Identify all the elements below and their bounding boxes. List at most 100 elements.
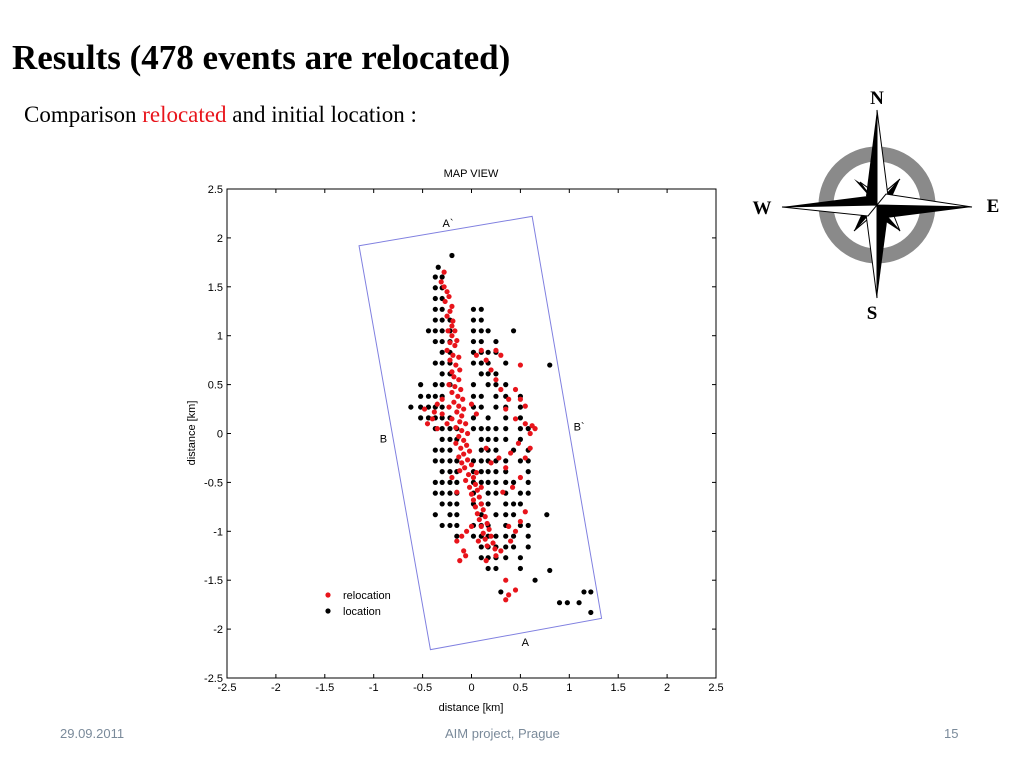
- relocation-point: [512, 587, 519, 593]
- location-point: [503, 501, 509, 507]
- location-point: [493, 393, 499, 399]
- y-tick-label: -1.5: [204, 575, 223, 587]
- relocation-point: [457, 419, 463, 425]
- relocation-point: [488, 367, 494, 373]
- y-tick-label: 2.5: [208, 184, 223, 196]
- relocation-point: [484, 520, 490, 527]
- relocation-point: [503, 577, 509, 583]
- location-point: [439, 426, 445, 432]
- relocation-point: [478, 484, 484, 490]
- relocation-point: [476, 494, 482, 500]
- location-point: [439, 349, 445, 355]
- location-point: [425, 415, 432, 421]
- location-point: [447, 458, 453, 464]
- relocation-point: [480, 507, 486, 513]
- relocation-point: [434, 426, 440, 432]
- relocation-point: [439, 411, 445, 417]
- location-point: [470, 328, 477, 334]
- relocation-point: [483, 357, 489, 363]
- chart-title: MAP VIEW: [444, 168, 499, 180]
- location-point: [525, 533, 531, 539]
- location-point: [493, 447, 499, 453]
- scatter-points: [408, 252, 594, 616]
- location-point: [517, 490, 524, 496]
- location-point: [485, 436, 491, 442]
- location-point: [493, 512, 499, 518]
- x-tick-label: 0: [468, 682, 474, 694]
- relocation-point: [473, 352, 479, 358]
- location-point: [503, 533, 509, 539]
- location-point: [478, 393, 484, 399]
- location-point: [454, 522, 460, 529]
- location-point: [493, 533, 499, 539]
- relocation-point: [517, 474, 524, 481]
- relocation-point: [486, 526, 492, 532]
- relocation-point: [458, 445, 464, 451]
- location-point: [425, 404, 432, 410]
- relocation-point: [493, 347, 499, 353]
- location-point: [439, 501, 445, 507]
- relocation-point: [522, 455, 528, 461]
- location-point: [478, 317, 484, 323]
- relocation-point: [444, 313, 450, 319]
- location-point: [564, 600, 570, 606]
- location-point: [547, 567, 553, 574]
- x-tick-label: 2.5: [708, 682, 723, 694]
- relocation-point: [522, 509, 528, 515]
- relocation-point: [468, 523, 475, 530]
- location-point: [439, 469, 445, 475]
- location-point: [478, 544, 484, 550]
- location-point: [478, 458, 484, 464]
- relocation-point: [517, 362, 524, 368]
- relocation-point: [522, 421, 528, 427]
- relocation-point: [447, 308, 453, 314]
- relocation-point: [490, 540, 496, 546]
- relocation-point: [512, 416, 519, 422]
- relocation-point: [447, 339, 453, 346]
- relocation-point: [451, 374, 457, 380]
- relocation-point: [459, 533, 465, 539]
- location-point: [576, 600, 582, 606]
- relocation-point: [483, 558, 489, 564]
- location-point: [439, 328, 445, 334]
- relocation-point: [446, 382, 452, 388]
- footer-date: 29.09.2011: [60, 726, 125, 741]
- relocation-point: [453, 440, 459, 446]
- relocation-point: [498, 386, 504, 393]
- location-point: [432, 328, 438, 334]
- location-point: [485, 382, 491, 388]
- location-point: [503, 479, 509, 485]
- location-point: [478, 328, 484, 334]
- location-point: [478, 447, 484, 453]
- relocation-point: [473, 470, 479, 476]
- relocation-point: [452, 328, 458, 334]
- relocation-point: [450, 318, 456, 324]
- location-point: [432, 458, 438, 464]
- location-point: [447, 522, 453, 529]
- location-point: [439, 338, 445, 345]
- location-point: [503, 415, 509, 421]
- x-axis-label: distance [km]: [439, 702, 504, 714]
- slide-title: Results (478 events are relocated): [12, 38, 511, 77]
- location-point: [439, 382, 445, 388]
- location-point: [439, 274, 445, 280]
- location-point: [432, 490, 438, 496]
- location-point: [485, 371, 491, 377]
- relocation-point: [474, 487, 480, 493]
- location-point: [525, 544, 531, 550]
- relocation-point: [456, 454, 462, 460]
- relocation-point: [447, 357, 453, 363]
- y-axis: 2.5 2 1.5 1 0.5 0 -0.5 -1 -1.5 -2 -2.5: [204, 184, 716, 685]
- x-tick-label: -1.5: [315, 682, 334, 694]
- relocation-point: [452, 342, 458, 349]
- location-point: [447, 426, 453, 432]
- location-point: [503, 512, 509, 518]
- footer-project: AIM project, Prague: [445, 726, 560, 741]
- location-point: [470, 426, 477, 432]
- relocation-point: [478, 523, 484, 530]
- location-point: [493, 426, 499, 432]
- location-point: [485, 501, 491, 507]
- profile-box: [358, 215, 603, 651]
- location-point: [478, 338, 484, 345]
- location-point: [470, 533, 477, 539]
